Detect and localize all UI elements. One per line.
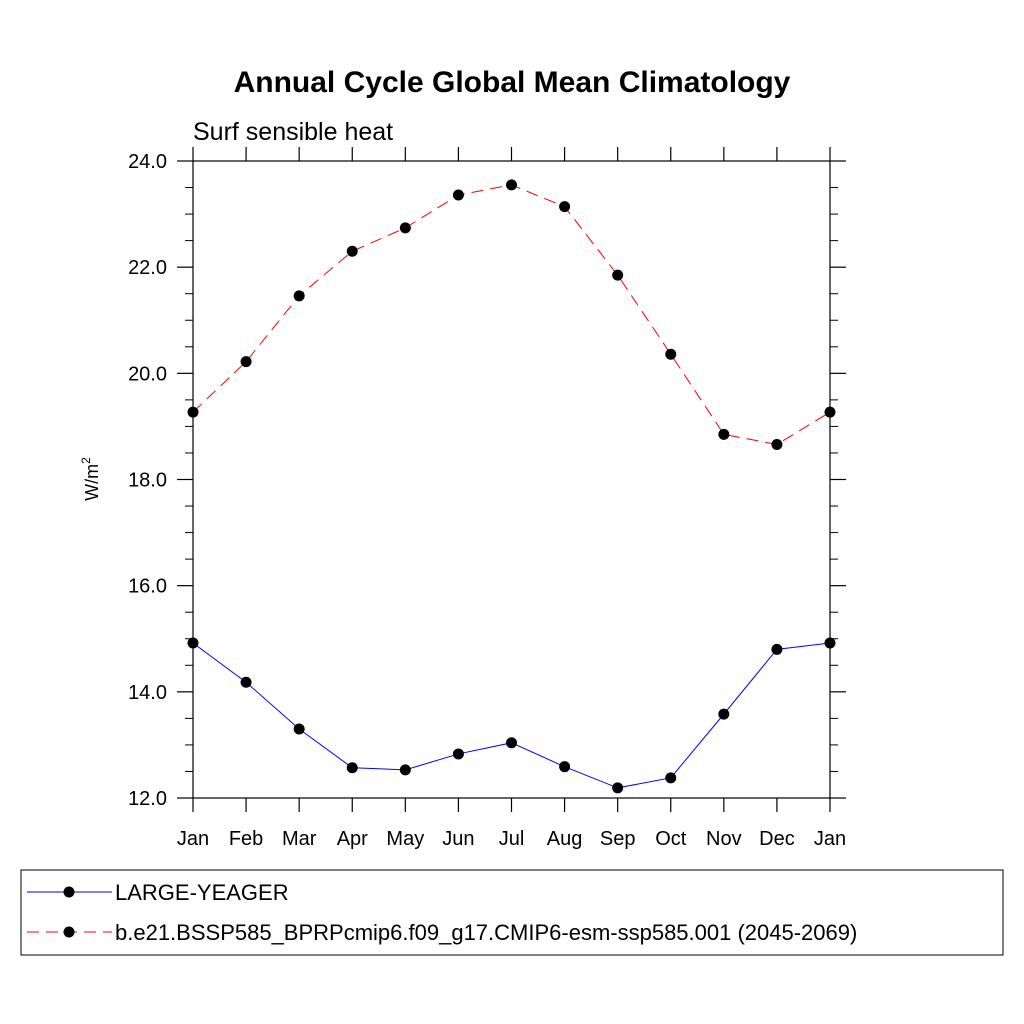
- y-axis-label: W/m2: [79, 457, 102, 501]
- series-2-point: [718, 428, 730, 440]
- y-tick-label: 18.0: [128, 470, 167, 492]
- series-1-point: [612, 782, 624, 794]
- series-2-point: [240, 356, 252, 368]
- series-2-point: [665, 348, 677, 360]
- axis-ticks: 12.0 14.0 16.0 18.0 20.0 22.0 24.0 Jan Feb Mar Apr…: [128, 147, 846, 850]
- x-tick-label: Jan: [177, 828, 209, 850]
- series-points: [187, 179, 836, 794]
- y-tick-label: 20.0: [128, 363, 167, 385]
- y-axis-label-superscript: 2: [79, 457, 93, 464]
- series-line-2: [192, 184, 831, 445]
- y-tick-label: 22.0: [128, 257, 167, 279]
- series-1-point: [240, 676, 252, 688]
- series-1-point: [771, 643, 783, 655]
- x-tick-label: Sep: [600, 828, 636, 850]
- series-line-1: [192, 642, 831, 789]
- series-1-point: [452, 748, 464, 760]
- series-2-point: [612, 269, 624, 281]
- x-tick-label: Nov: [706, 828, 742, 850]
- series-2-point: [293, 290, 305, 302]
- series-2-point: [824, 406, 836, 418]
- x-tick-label: Jun: [442, 828, 474, 850]
- x-tick-label: May: [386, 828, 424, 850]
- chart-title: Annual Cycle Global Mean Climatology: [234, 66, 791, 99]
- plot-frame: [192, 160, 831, 799]
- series-1-point: [506, 737, 517, 749]
- legend-box: [20, 869, 1004, 956]
- x-tick-label: Feb: [229, 828, 263, 850]
- series-2-point: [346, 245, 358, 257]
- legend-label-2: b.e21.BSSP585_BPRPcmip6.f09_g17.CMIP6-es…: [115, 920, 857, 945]
- series-2-point: [506, 179, 517, 191]
- y-tick-label: 16.0: [128, 576, 167, 598]
- x-tick-label: Apr: [337, 828, 368, 850]
- series-lines: [192, 184, 831, 789]
- x-tick-label: Jan: [814, 828, 846, 850]
- x-tick-label: Dec: [759, 828, 795, 850]
- x-tick-label: Mar: [282, 828, 317, 850]
- series-1-point: [293, 723, 305, 735]
- series-1-point: [718, 708, 730, 720]
- svg-text:W/m2: W/m2: [79, 457, 102, 501]
- y-tick-label: 14.0: [128, 682, 167, 704]
- x-tick-label: Jul: [499, 828, 525, 850]
- legend-marker-1: [63, 886, 75, 898]
- legend-marker-2: [63, 926, 75, 938]
- series-2-point: [559, 201, 571, 213]
- chart-subtitle: Surf sensible heat: [193, 118, 393, 146]
- series-2-point: [187, 406, 199, 418]
- plot-area: [192, 160, 831, 799]
- series-1-point: [346, 762, 358, 774]
- series-1-point: [187, 637, 199, 649]
- y-tick-label: 24.0: [128, 151, 167, 173]
- x-tick-label: Oct: [655, 828, 687, 850]
- series-2-point: [452, 189, 464, 201]
- series-2-point: [399, 222, 411, 234]
- series-1-point: [559, 761, 571, 773]
- series-1-point: [399, 764, 411, 776]
- y-axis-label-text: W/m: [82, 464, 102, 501]
- x-tick-label: Aug: [547, 828, 583, 850]
- series-1-point: [665, 772, 677, 784]
- legend-label-1: LARGE-YEAGER: [115, 880, 289, 905]
- legend: LARGE-YEAGER b.e21.BSSP585_BPRPcmip6.f09_…: [20, 869, 1004, 956]
- series-1-point: [824, 637, 836, 649]
- series-2-point: [771, 438, 783, 450]
- y-tick-label: 12.0: [128, 788, 167, 810]
